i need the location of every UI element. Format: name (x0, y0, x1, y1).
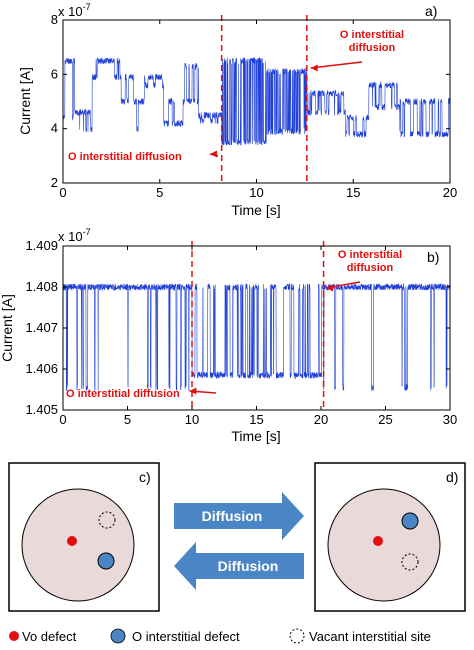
chart-a-series (62, 57, 451, 146)
chart-b-x-tick-label: 5 (124, 412, 131, 427)
chart-a-y-label: Current [A] (17, 67, 33, 135)
chart-a-x-label: Time [s] (231, 202, 280, 218)
chart-b-x-tick-label: 30 (443, 412, 457, 427)
chart-a-annotation-arrowhead (210, 150, 218, 158)
legend-vacant-marker (289, 628, 305, 644)
chart-b-annotation-text: O interstitial diffusion (66, 388, 180, 400)
legend-oi-label: O interstitial defect (132, 629, 240, 644)
diffusion-arrow-forward: Diffusion (174, 492, 304, 540)
panel-c-oi-defect (97, 552, 115, 570)
chart-a-x-tick-label: 20 (443, 185, 457, 200)
chart-a-annotation-arrow (310, 61, 363, 69)
chart-b-y-tick-label: 1.405 (25, 402, 58, 417)
chart-b-x-tick-label: 25 (378, 412, 392, 427)
panel-c-vacant-site (98, 511, 116, 529)
chart-a-diffusion-markers (220, 15, 308, 183)
panel-d-oi-defect (401, 512, 419, 530)
chart-a-x-tick-label: 0 (59, 185, 66, 200)
legend-vo-label: Vo defect (22, 629, 77, 644)
chart-a-annotation-arrowhead (310, 64, 318, 72)
chart-b-y-tick-label: 1.407 (25, 320, 58, 335)
chart-b-x-tick-label: 20 (314, 412, 328, 427)
chart-b-x-label: Time [s] (231, 428, 280, 444)
schematic-panel-d: d) (314, 462, 466, 612)
chart-a-y-ticks: 2 4 6 8 (51, 12, 450, 190)
chart-b-y-tick-label: 1.408 (25, 279, 58, 294)
chart-b-x-tick-label: 10 (185, 412, 199, 427)
chart-b-y-tick-label: 1.406 (25, 361, 58, 376)
chart-b-annotation-arrowhead (326, 284, 334, 292)
chart-a-x-ticks: 0 5 10 15 20 (59, 20, 457, 200)
chart-b-y-ticks: 1.405 1.406 1.407 1.408 1.409 (25, 238, 450, 417)
legend: Vo defect O interstitial defect Vacant i… (9, 628, 431, 644)
diffusion-forward-label: Diffusion (202, 508, 263, 524)
chart-b-annotation-text: O interstitial (338, 249, 402, 261)
chart-a-x-tick-label: 5 (156, 185, 163, 200)
panel-c-crystal-circle (21, 488, 135, 602)
chart-a-annotation-1: O interstitial diffusion (68, 150, 219, 163)
chart-b-current-trace (62, 282, 451, 391)
chart-a-x-tick-label: 15 (346, 185, 360, 200)
chart-b-y-label: Current [A] (0, 294, 15, 362)
diffusion-backward-label: Diffusion (218, 558, 279, 574)
chart-a-y-tick-label: 2 (51, 175, 58, 190)
chart-b-series (62, 282, 451, 391)
chart-b-annotation-1: O interstitial diffusion (66, 387, 217, 400)
schematic-panel-c: c) (8, 462, 160, 612)
chart-a: 0 5 10 15 20 2 4 6 8 x 10-7 a) Time [s] Current… (17, 2, 457, 218)
diffusion-arrow-backward: Diffusion (174, 542, 304, 590)
chart-a-exponent: x 10-7 (58, 2, 91, 19)
chart-b-exponent: x 10-7 (58, 227, 91, 244)
arrow-left-icon (174, 542, 304, 590)
panel-d-label: d) (446, 469, 458, 485)
chart-a-annotation-text: O interstitial (340, 29, 404, 41)
chart-b-diffusion-markers (191, 241, 325, 410)
panel-d-vacant-site (401, 553, 419, 571)
chart-b-panel-label: b) (427, 249, 439, 265)
chart-b-annotation-arrowhead (189, 387, 197, 395)
chart-b-y-tick-label: 1.409 (25, 238, 58, 253)
chart-a-y-tick-label: 6 (51, 66, 58, 81)
chart-a-annotation-text: diffusion (349, 42, 396, 54)
chart-b-plot-area (63, 246, 450, 410)
panel-c-vo-defect (67, 536, 77, 546)
panel-d-crystal-circle (327, 488, 441, 602)
chart-a-annotation-text: O interstitial diffusion (68, 151, 182, 163)
chart-b-x-ticks: 0 5 10 15 20 25 30 (59, 246, 457, 427)
legend-vo-marker (9, 631, 19, 641)
chart-b-annotation-text: diffusion (347, 262, 394, 274)
chart-b: 0 5 10 15 20 25 30 1.405 1.406 1.407 1.408 1.409 x… (0, 227, 457, 444)
chart-b-x-tick-label: 0 (59, 412, 66, 427)
legend-oi-marker (110, 628, 126, 644)
chart-a-current-trace (62, 57, 451, 146)
legend-vacant-label: Vacant interstitial site (309, 629, 431, 644)
chart-a-x-tick-label: 10 (249, 185, 263, 200)
chart-b-x-tick-label: 15 (249, 412, 263, 427)
arrow-right-icon (174, 492, 304, 540)
panel-c-label: c) (139, 469, 151, 485)
panel-d-vo-defect (373, 536, 383, 546)
chart-a-panel-label: a) (425, 3, 437, 19)
chart-a-y-tick-label: 4 (51, 121, 58, 136)
chart-a-y-tick-label: 8 (51, 12, 58, 27)
